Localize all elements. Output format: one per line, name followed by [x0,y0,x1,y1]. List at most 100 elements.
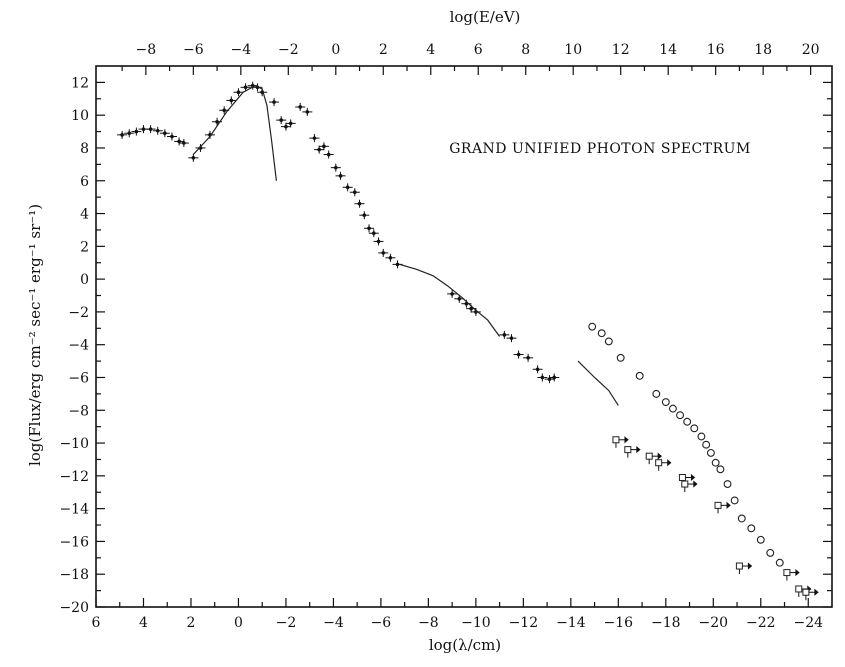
data-point [381,251,386,255]
data-point [305,110,310,114]
data-point [502,333,507,337]
x-tick-label: 4 [139,615,148,631]
limit-arrow-head [726,501,731,509]
data-point [120,133,124,137]
top-tick-label: 4 [426,42,435,58]
y-tick-label: −10 [59,436,89,452]
spectrum-curve [192,85,277,181]
data-point [338,174,343,178]
x-tick-label: −4 [323,615,344,631]
data-point [376,239,381,244]
data-point [317,147,321,152]
data-point [552,375,557,380]
y-tick-label: 2 [80,239,89,255]
x-tick-label: −18 [651,615,681,631]
data-point [322,144,326,149]
data-point [170,134,174,139]
y-tick-label: 8 [80,141,89,157]
data-point [395,262,400,267]
square-point [802,588,810,596]
data-point [215,119,219,124]
limit-arrow-head [747,562,753,570]
data-point [127,131,132,136]
top-tick-label: 14 [659,42,677,58]
data-point [326,152,331,157]
y-tick-label: 4 [80,207,89,223]
data-point [362,213,367,217]
data-point [236,90,241,95]
top-tick-label: 18 [754,42,772,58]
y-tick-label: 10 [71,108,89,124]
data-point [163,131,167,136]
x-axis-title: log(λ/cm) [429,636,501,654]
top-tick-label: 16 [707,42,725,58]
data-point [509,336,514,340]
limit-arrow-head [690,473,696,482]
x-tick-label: 0 [234,615,243,631]
circle-point [730,496,739,505]
circle-point [597,329,606,338]
plot-frame [95,65,833,608]
data-point [357,201,362,206]
spectrum-curve [577,360,619,406]
y-tick-label: −8 [68,403,89,419]
circle-point [661,398,670,407]
circle-point [652,389,661,398]
y-tick-label: −4 [68,338,89,354]
data-point [272,100,276,104]
limit-arrow-head [693,480,698,488]
y-tick-label: −12 [59,469,89,485]
top-tick-label: 20 [802,42,820,58]
y-tick-label: −16 [59,534,89,550]
square-point [714,501,722,509]
circle-point [616,353,625,362]
top-tick-label: 6 [474,42,483,58]
data-point [367,226,371,231]
square-point [612,436,620,444]
circle-point [711,458,720,467]
circle-point [690,424,699,433]
data-point [371,231,376,236]
circle-point [766,548,775,557]
limit-arrow-head [795,569,800,577]
circle-point [716,465,725,474]
x-tick-label: −22 [746,615,776,631]
square-point [795,585,803,593]
circle-point [756,535,765,544]
y-tick-label: −14 [59,502,89,518]
circle-point [775,558,784,567]
square-point [681,480,689,488]
data-point [516,352,521,357]
data-point [526,356,530,360]
limit-arrow-head [667,459,672,467]
data-point [141,127,146,131]
square-point [645,452,653,460]
top-tick-label: 0 [331,42,340,58]
data-point [288,121,293,126]
square-point [735,562,743,570]
top-tick-label: −8 [136,42,157,58]
data-point [535,367,540,372]
limit-arrow-head [636,446,641,454]
data-point [182,141,186,145]
y-tick-label: −2 [68,305,89,321]
data-point [229,98,234,103]
data-point [333,165,338,170]
data-point [177,139,181,144]
data-point [352,190,357,195]
spectrum-curve [399,263,501,337]
limit-arrow-head [624,436,629,444]
data-point [134,129,139,134]
chart-title: GRAND UNIFIED PHOTON SPECTRUM [449,141,751,157]
circle-point [723,480,732,488]
tick-layer: 6 4 2 0 −2 −4 −6 −8 −10 −12 −14 −16 −18 −20 −22 −24−8 −6… [59,42,832,631]
y-tick-label: 6 [80,174,89,190]
data-point [148,127,153,131]
top-tick-label: −6 [183,42,204,58]
data-point [457,296,462,301]
circle-point [676,411,685,420]
circle-point [635,371,644,380]
circle-point [737,514,746,523]
circle-point [702,440,711,449]
